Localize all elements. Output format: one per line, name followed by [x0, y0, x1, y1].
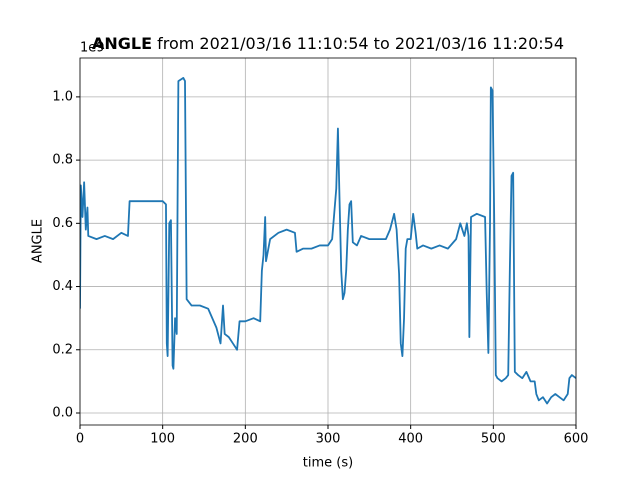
y-axis-label: ANGLE	[31, 219, 46, 263]
x-tick-label: 100	[150, 432, 175, 447]
y-tick-label: 1.0	[52, 89, 73, 104]
x-axis-label: time (s)	[303, 456, 353, 471]
title-bold: ANGLE	[92, 34, 152, 53]
offset-text: 1e9	[80, 41, 105, 56]
x-tick-label: 200	[233, 432, 258, 447]
x-tick-label: 500	[481, 432, 506, 447]
x-tick-label: 0	[76, 432, 84, 447]
y-tick-label: 0.8	[52, 153, 73, 168]
x-tick-label: 400	[398, 432, 423, 447]
x-tick-label: 300	[316, 432, 341, 447]
y-tick-label: 0.2	[52, 342, 73, 357]
y-tick-label: 0.4	[52, 279, 73, 294]
title-rest: from 2021/03/16 11:10:54 to 2021/03/16 1…	[157, 34, 564, 53]
chart-title: ANGLE from 2021/03/16 11:10:54 to 2021/0…	[92, 34, 564, 53]
y-tick-label: 0.0	[52, 405, 73, 420]
y-tick-label: 0.6	[52, 216, 73, 231]
plot-frame	[79, 57, 577, 426]
data-line	[80, 77, 576, 405]
x-tick-label: 600	[564, 432, 589, 447]
